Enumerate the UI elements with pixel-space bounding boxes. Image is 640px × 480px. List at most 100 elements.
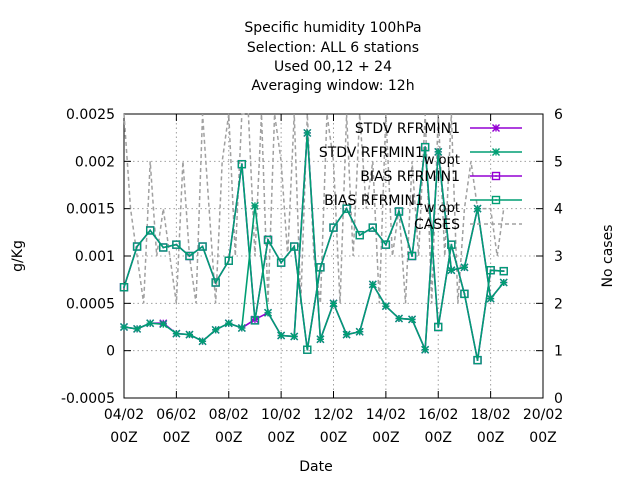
data-point-d2 — [408, 315, 417, 324]
data-point-dot — [319, 266, 322, 269]
data-point — [303, 345, 312, 354]
data-point — [434, 322, 443, 332]
series-stdv-rfrmin1-w-opt — [120, 128, 508, 354]
data-point-d2 — [342, 330, 351, 339]
data-point-dot — [424, 146, 426, 148]
data-point-d2 — [146, 319, 155, 328]
x-tick-label-date: 12/02 — [313, 407, 353, 423]
legend-marker — [491, 195, 501, 205]
data-point-dot — [411, 255, 413, 257]
legend-marker-dot — [495, 199, 497, 201]
y-tick-label: 0.0025 — [66, 107, 115, 123]
data-point — [172, 240, 181, 249]
y-tick-label: -0.0005 — [61, 391, 115, 407]
data-point — [120, 323, 128, 331]
y2-tick-label: 0 — [554, 391, 563, 407]
data-point-dot — [201, 245, 204, 248]
legend-entry: CASES — [414, 217, 522, 233]
title-line-3: Used 00,12 + 24 — [274, 59, 392, 75]
data-point-outer — [381, 240, 391, 249]
data-point-outer — [237, 159, 247, 169]
data-point-d2 — [250, 201, 259, 210]
legend-label: CASES — [414, 217, 460, 233]
data-point-d2 — [185, 330, 194, 339]
data-point-outer — [145, 226, 155, 235]
legend-marker-dot — [495, 175, 497, 177]
data-point — [250, 201, 259, 210]
data-point-outer — [185, 251, 194, 261]
chart-title: Specific humidity 100hPa Selection: ALL … — [244, 20, 421, 94]
data-point — [303, 128, 312, 137]
data-point — [276, 258, 286, 267]
title-line-4: Averaging window: 12h — [251, 78, 414, 94]
y2-tick-label: 5 — [554, 154, 563, 170]
data-point — [355, 327, 364, 336]
legend-marker — [492, 124, 500, 132]
data-point-d2 — [198, 337, 207, 346]
data-point — [290, 332, 299, 341]
x-tick-label-hour: 00Z — [372, 430, 399, 446]
data-point-d2 — [290, 332, 299, 341]
data-point — [264, 308, 273, 317]
data-point — [342, 204, 351, 213]
x-tick-label-date: 14/02 — [366, 407, 406, 423]
x-tick-label-hour: 00Z — [163, 430, 190, 446]
data-point-dot — [136, 245, 138, 248]
data-point — [473, 204, 482, 213]
y-tick-label: 0.002 — [75, 154, 115, 170]
y-tick-label: 0.0015 — [66, 202, 115, 218]
data-point-d2 — [447, 266, 456, 275]
x-tick-label-hour: 00Z — [425, 430, 452, 446]
data-point — [368, 223, 377, 232]
series-bias-rfrmin1-w-opt — [119, 142, 508, 365]
x-tick-label-hour: 00Z — [529, 430, 556, 446]
legend-label: STDV RFRMIN1 — [355, 121, 460, 137]
data-point — [394, 314, 403, 323]
title-line-1: Specific humidity 100hPa — [244, 20, 421, 36]
data-point — [146, 319, 155, 328]
data-point-d2 — [368, 280, 377, 289]
data-point — [133, 324, 142, 333]
legend-marker-d2 — [492, 124, 500, 132]
legend-entry: STDV RFRMIN1 — [355, 121, 522, 137]
data-point — [329, 223, 338, 232]
data-point-dot — [175, 243, 178, 246]
data-point — [368, 280, 377, 289]
legend-marker-d2 — [492, 148, 500, 156]
x-tick-label-date: 20/02 — [523, 407, 563, 423]
data-point-d2 — [355, 327, 364, 336]
data-point-outer — [119, 283, 129, 292]
data-point-dot — [489, 269, 492, 271]
data-point-d2 — [473, 204, 482, 213]
data-point-dot — [437, 326, 440, 328]
data-point-d2 — [172, 329, 181, 338]
data-point-d2 — [120, 323, 128, 331]
data-point-d2 — [211, 325, 220, 334]
data-point-d2 — [224, 319, 233, 328]
data-point — [316, 335, 325, 344]
data-point — [486, 266, 495, 275]
x-tick-label-hour: 00Z — [215, 430, 242, 446]
data-point — [420, 142, 430, 152]
legend-marker — [492, 148, 500, 156]
legend-marker-outer — [491, 195, 501, 205]
data-point-d2 — [237, 323, 246, 332]
data-point-outer — [211, 278, 220, 287]
data-point — [145, 226, 155, 235]
data-point-d2 — [381, 302, 390, 311]
data-point-dot — [371, 226, 374, 229]
y-tick-label: 0.0005 — [66, 296, 115, 312]
data-point-outer — [420, 142, 430, 152]
x-tick-label-hour: 00Z — [477, 430, 504, 446]
y2-tick-label: 6 — [554, 107, 563, 123]
x-tick-label-date: 16/02 — [418, 407, 458, 423]
series-line — [123, 147, 504, 361]
data-point-d2 — [303, 128, 312, 137]
data-point-d2 — [394, 314, 403, 323]
legend-label: BIAS RFRMIN1 — [360, 169, 460, 185]
data-point-outer — [250, 316, 260, 325]
series-cases — [123, 113, 505, 304]
y2-axis-ticks: 0 1 2 3 4 5 6 — [536, 107, 563, 407]
data-point — [211, 278, 220, 287]
data-point — [407, 251, 417, 261]
